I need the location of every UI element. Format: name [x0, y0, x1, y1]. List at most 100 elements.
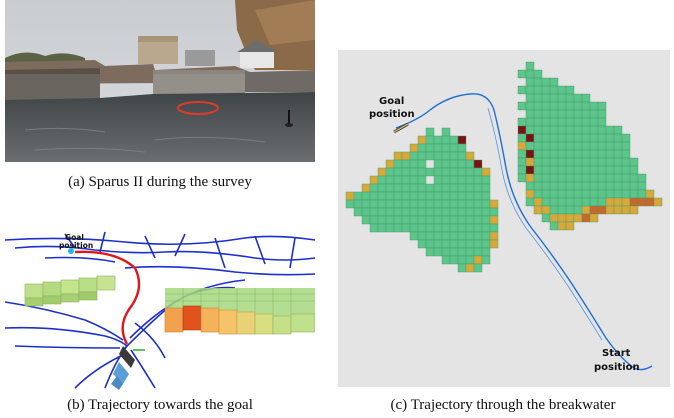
- grid-cell: [541, 125, 551, 135]
- grid-cell: [573, 101, 583, 111]
- grid-cell: [433, 239, 443, 249]
- grid-cell: [557, 149, 567, 159]
- grid-cell: [573, 205, 583, 215]
- grid-cell: [417, 199, 427, 209]
- grid-cell: [401, 199, 411, 209]
- grid-cell: [449, 143, 459, 153]
- grid-cell: [489, 207, 499, 217]
- grid-cell: [441, 167, 451, 177]
- grid-cell: [457, 191, 467, 201]
- grid-cell: [517, 117, 527, 127]
- grid-cell: [433, 231, 443, 241]
- grid-cell: [613, 189, 623, 199]
- grid-cell: [533, 85, 543, 95]
- grid-cell: [433, 215, 443, 225]
- grid-cell: [525, 133, 535, 143]
- grid-cell: [541, 85, 551, 95]
- grid-cell: [457, 263, 467, 273]
- grid-cell: [613, 149, 623, 159]
- grid-cell: [557, 189, 567, 199]
- grid-cell: [605, 133, 615, 143]
- grid-cell: [541, 205, 551, 215]
- grid-cell: [549, 221, 559, 231]
- grid-cell: [473, 159, 483, 169]
- grid-cell: [517, 149, 527, 159]
- grid-cell: [457, 199, 467, 209]
- grid-cell: [473, 199, 483, 209]
- grid-cell: [637, 197, 647, 207]
- grid-cell: [385, 191, 395, 201]
- grid-cell: [565, 85, 575, 95]
- grid-cell: [533, 141, 543, 151]
- grid-cell: [401, 159, 411, 169]
- grid-cell: [597, 117, 607, 127]
- grid-cell: [533, 173, 543, 183]
- grid-cell: [573, 93, 583, 103]
- grid-cell: [565, 117, 575, 127]
- goal-marker: [68, 248, 74, 254]
- grid-cell: [597, 149, 607, 159]
- grid-cell: [433, 175, 443, 185]
- grid-cell: [481, 175, 491, 185]
- grid-cell: [417, 239, 427, 249]
- grid-cell: [581, 133, 591, 143]
- grid-cell: [449, 247, 459, 257]
- grid-cell: [541, 189, 551, 199]
- grid-cell: [473, 175, 483, 185]
- grid-cell: [541, 173, 551, 183]
- grid-cell: [573, 197, 583, 207]
- grid-cell: [517, 165, 527, 175]
- grid-cell: [353, 191, 363, 201]
- grid-cell: [449, 239, 459, 249]
- grid-cell: [473, 215, 483, 225]
- grid-cell: [441, 151, 451, 161]
- grid-cell: [401, 207, 411, 217]
- grid-cell: [353, 199, 363, 209]
- grid-cell: [549, 101, 559, 111]
- grid-cell: [385, 207, 395, 217]
- grid-cell: [629, 157, 639, 167]
- grid-cell: [597, 165, 607, 175]
- grid-cell: [449, 167, 459, 177]
- grid-cell: [573, 157, 583, 167]
- grid-cell: [581, 165, 591, 175]
- grid-cell: [621, 157, 631, 167]
- grid-cell: [613, 197, 623, 207]
- grid-cell: [377, 167, 387, 177]
- grid-cell: [541, 117, 551, 127]
- grid-cell: [369, 207, 379, 217]
- grid-cell: [465, 223, 475, 233]
- grid-cell: [533, 69, 543, 79]
- grid-cell: [393, 207, 403, 217]
- grid-cell: [441, 207, 451, 217]
- grid-cell: [345, 199, 355, 209]
- grid-cell: [605, 205, 615, 215]
- grid-cell: [533, 197, 543, 207]
- survey-photo: [5, 0, 315, 162]
- grid-cell: [345, 191, 355, 201]
- vehicle-trajectory: [395, 93, 653, 371]
- grid-cell: [449, 183, 459, 193]
- grid-cell: [425, 247, 435, 257]
- grid-cell: [393, 199, 403, 209]
- grid-cell: [425, 231, 435, 241]
- grid-cell: [613, 133, 623, 143]
- grid-cell: [369, 191, 379, 201]
- grid-cell: [481, 239, 491, 249]
- grid-cell: [589, 189, 599, 199]
- grid-cell: [525, 109, 535, 119]
- grid-cell: [581, 189, 591, 199]
- panel-c-caption: (c) Trajectory through the breakwater: [390, 397, 616, 413]
- grid-cell: [637, 189, 647, 199]
- grid-cell: [417, 151, 427, 161]
- grid-cell: [549, 117, 559, 127]
- grid-cell: [369, 223, 379, 233]
- grid-cell: [377, 175, 387, 185]
- grid-cell: [457, 135, 467, 145]
- grid-cell: [533, 205, 543, 215]
- grid-cell: [565, 173, 575, 183]
- grid-cell: [457, 223, 467, 233]
- grid-cell: [613, 205, 623, 215]
- grid-cell: [441, 191, 451, 201]
- panel-a-photo: [5, 0, 315, 162]
